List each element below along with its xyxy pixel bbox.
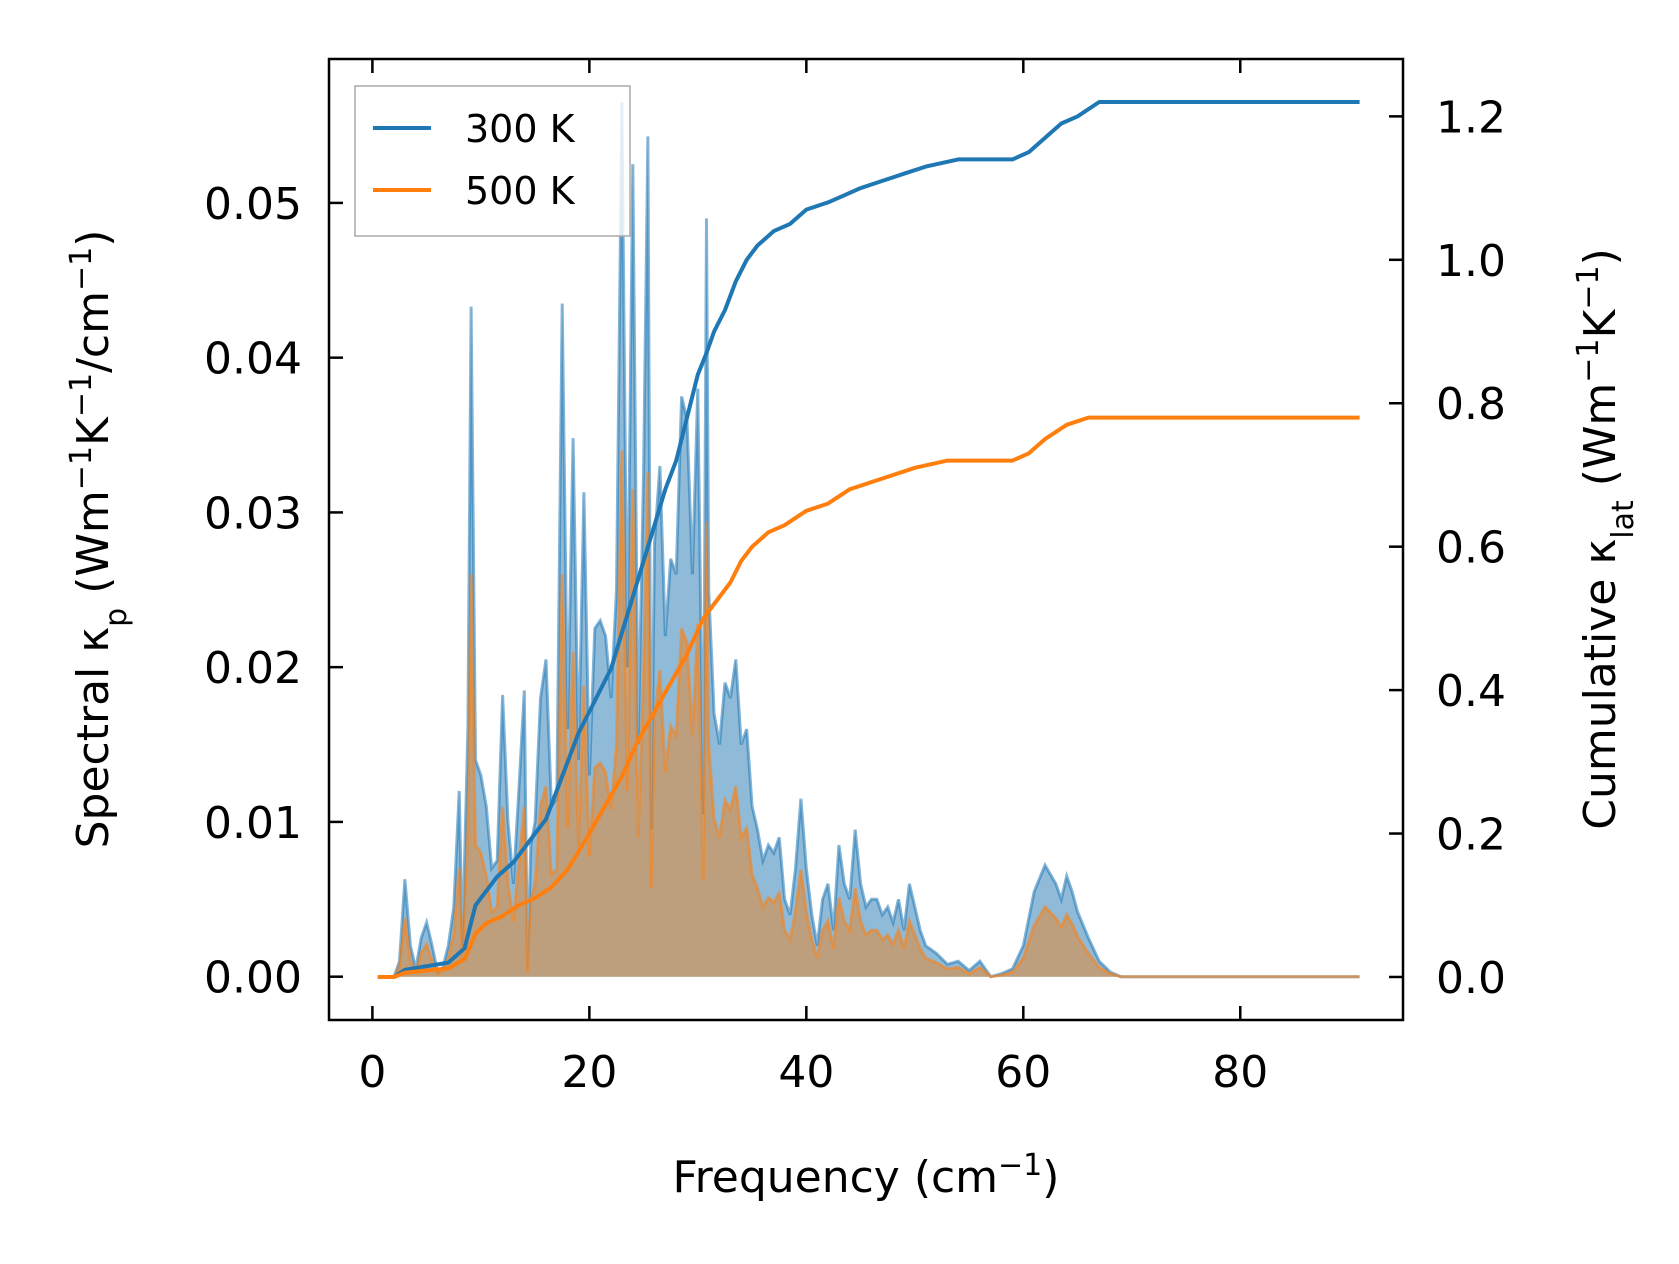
plot-frame	[327, 57, 1405, 1022]
legend: 300 K 500 K	[354, 85, 631, 237]
x-tick-label: 40	[778, 1047, 834, 1098]
legend-label-500k: 500 K	[465, 169, 576, 213]
cumulative-line-500k	[377, 415, 1360, 979]
right-y-tick-label: 0.4	[1436, 666, 1506, 717]
x-axis-title-end: )	[1042, 1152, 1059, 1203]
cumulative-line-layer	[377, 100, 1360, 979]
right-y-axis-title: Cumulative κlat (Wm−1K−1)	[1571, 248, 1641, 830]
left-y-tick-label: 0.01	[204, 798, 302, 849]
x-tick-label: 20	[561, 1047, 617, 1098]
right-y-tick-label: 0.8	[1436, 379, 1506, 430]
cumulative-line-300k	[377, 100, 1360, 979]
ticks-layer: 0 20 40 60 80 0.00 0.01 0.02 0.03 0.04 0.05 0.0 0.2 0…	[204, 59, 1506, 1098]
left-y-axis-title-unit-part: )	[68, 230, 119, 247]
right-y-axis-title-unit-part: )	[1575, 248, 1626, 265]
right-y-tick-label: 0.0	[1436, 953, 1506, 1004]
right-y-axis-title-unit-part: −1	[1571, 265, 1606, 309]
left-y-axis-title-main: Spectral κ	[68, 627, 119, 849]
left-y-axis-title-unit-part: K	[68, 416, 119, 446]
x-axis-title: Frequency (cm−1)	[673, 1148, 1060, 1204]
right-y-tick-label: 1.2	[1436, 92, 1506, 143]
right-y-axis-title-sub: lat	[1606, 500, 1641, 539]
right-y-tick-label: 1.0	[1436, 236, 1506, 287]
right-y-axis-title-unit-part: K	[1575, 308, 1626, 338]
spectral-edge-500k	[377, 450, 1360, 979]
left-y-axis-title-unit-part: −1	[64, 247, 99, 291]
left-y-axis-title-unit-part: (Wm	[68, 490, 119, 608]
x-tick-label: 60	[995, 1047, 1051, 1098]
left-y-axis-title-unit-part: −1	[64, 373, 99, 417]
x-tick-label: 0	[358, 1047, 386, 1098]
legend-box	[354, 85, 631, 237]
left-y-tick-label: 0.03	[204, 488, 302, 539]
left-y-axis-title-unit-part: −1	[64, 446, 99, 490]
spectral-edge-300k	[377, 102, 1360, 979]
x-axis-title-sup: −1	[998, 1148, 1042, 1183]
right-y-axis-title-unit-part: −1	[1571, 338, 1606, 382]
right-y-tick-label: 0.2	[1436, 810, 1506, 861]
left-y-tick-label: 0.04	[204, 334, 302, 385]
legend-label-300k: 300 K	[465, 107, 576, 151]
right-y-axis-title-main: Cumulative κ	[1575, 539, 1626, 830]
right-y-tick-label: 0.6	[1436, 523, 1506, 574]
left-y-tick-label: 0.05	[204, 179, 302, 230]
left-y-axis-title-unit-part: /cm	[68, 291, 119, 373]
left-y-tick-label: 0.00	[204, 953, 302, 1004]
x-axis-title-main: Frequency (cm	[673, 1152, 999, 1203]
spectral-area-layer	[377, 102, 1360, 979]
left-y-tick-label: 0.02	[204, 643, 302, 694]
left-y-axis-title-sub: p	[99, 608, 134, 627]
left-y-axis-title: Spectral κp (Wm−1K−1/cm−1)	[64, 230, 134, 849]
right-y-axis-title-unit-part: (Wm	[1575, 383, 1626, 501]
x-tick-label: 80	[1212, 1047, 1268, 1098]
